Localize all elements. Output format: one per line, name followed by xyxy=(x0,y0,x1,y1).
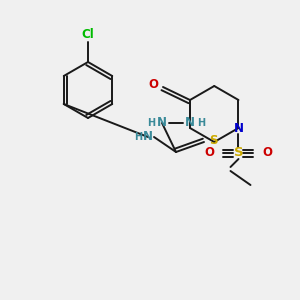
Text: H: H xyxy=(134,132,142,142)
Text: H: H xyxy=(147,118,155,128)
Text: S: S xyxy=(209,134,217,148)
Text: N: N xyxy=(157,116,167,130)
Text: Cl: Cl xyxy=(82,28,94,41)
Text: O: O xyxy=(148,79,158,92)
Text: N: N xyxy=(233,122,244,134)
Text: N: N xyxy=(143,130,153,143)
Text: N: N xyxy=(185,116,195,130)
Text: O: O xyxy=(262,146,272,160)
Text: S: S xyxy=(234,146,243,160)
Text: H: H xyxy=(197,118,205,128)
Text: O: O xyxy=(205,146,214,160)
